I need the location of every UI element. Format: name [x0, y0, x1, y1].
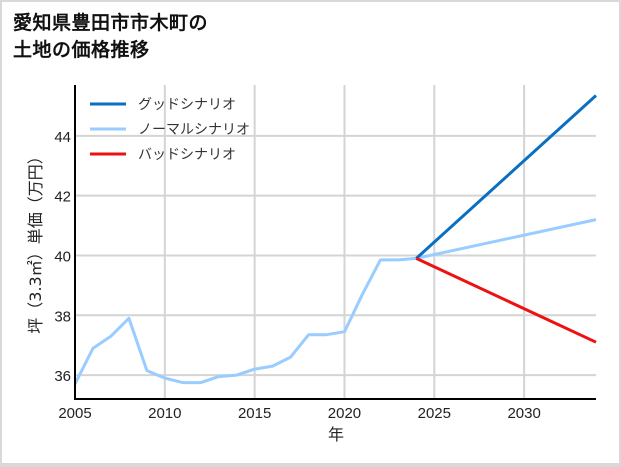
y-tick-label: 40 — [54, 248, 71, 265]
x-tick-label: 2020 — [328, 405, 361, 422]
y-tick-label: 42 — [54, 189, 71, 206]
y-tick-label: 44 — [54, 129, 71, 146]
chart-title-line-2: 土地の価格推移 — [13, 39, 150, 61]
chart-title-line-1: 愛知県豊田市市木町の — [13, 12, 209, 34]
x-tick-label: 2010 — [148, 405, 181, 422]
legend-label: ノーマルシナリオ — [138, 122, 250, 138]
series-line — [73, 218, 597, 385]
x-tick-label: 2030 — [507, 405, 540, 422]
grid-lines — [74, 85, 596, 399]
legend-label: グッドシナリオ — [138, 97, 236, 113]
series-line — [415, 257, 597, 344]
y-tick-label: 36 — [54, 368, 71, 385]
y-tick-label: 38 — [54, 308, 71, 325]
chart-title: 愛知県豊田市市木町の 土地の価格推移 — [13, 10, 208, 64]
series-lines — [73, 94, 598, 385]
x-axis-label: 年 — [328, 425, 344, 444]
series-line — [415, 94, 598, 260]
x-tick-label: 2025 — [418, 405, 451, 422]
x-tick-label: 2015 — [238, 405, 271, 422]
legend-label: バッドシナリオ — [138, 147, 236, 163]
x-tick-label: 2005 — [58, 405, 91, 422]
y-axis-label: 坪（3.3㎡）単価（万円） — [26, 148, 45, 333]
axes — [74, 85, 596, 400]
tick-labels: 2005 2010 2015 2020 2025 2030 36 38 40 42 44 — [54, 129, 541, 422]
